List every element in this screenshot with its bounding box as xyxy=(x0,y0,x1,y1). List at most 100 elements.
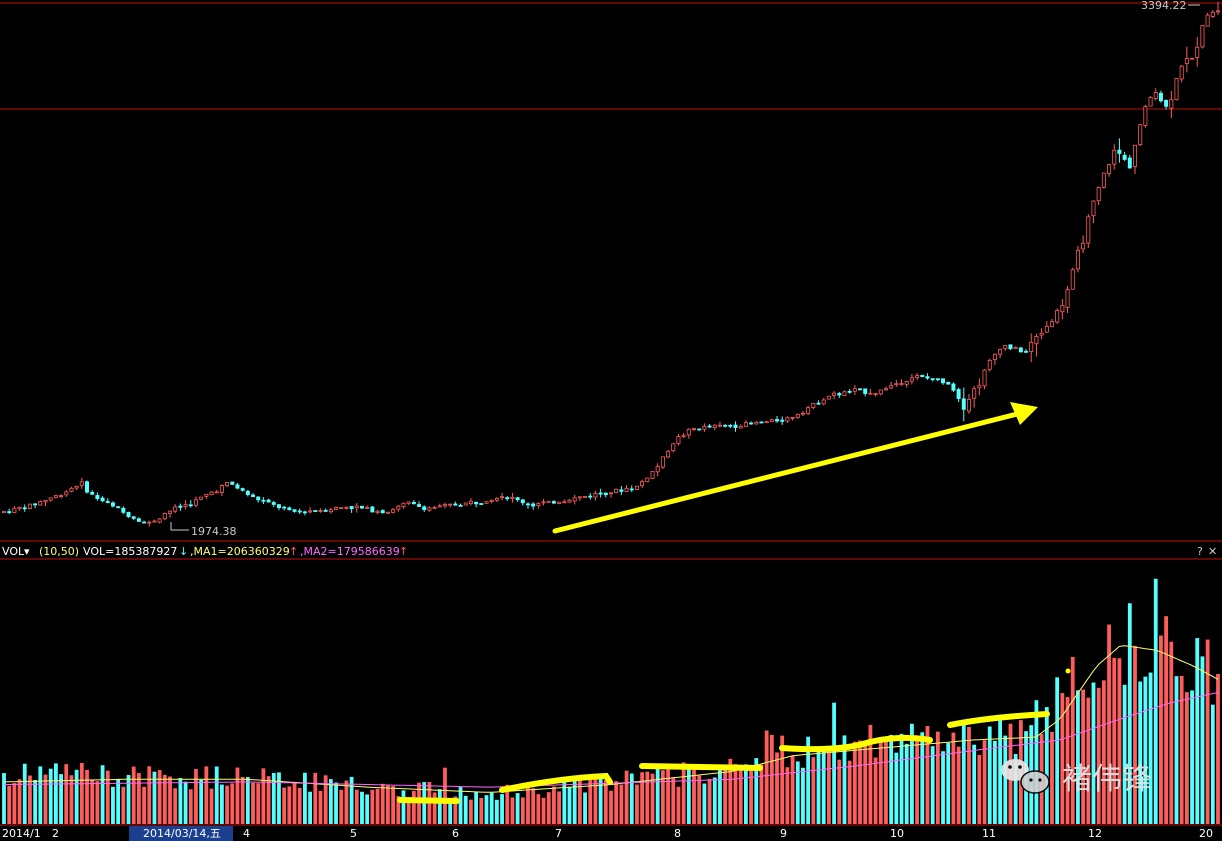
volume-bar xyxy=(1169,641,1174,824)
candle xyxy=(1070,269,1075,290)
volume-bar xyxy=(500,794,504,824)
candle xyxy=(878,389,883,395)
candle xyxy=(448,503,453,506)
volume-bar xyxy=(1003,735,1008,824)
candle xyxy=(334,507,339,511)
volume-bar xyxy=(515,793,520,824)
volume-bar xyxy=(531,788,536,824)
volume-bar xyxy=(1065,697,1070,824)
volume-bar xyxy=(1076,690,1080,824)
volume-bar xyxy=(951,732,956,824)
candle xyxy=(946,381,951,385)
volume-bar xyxy=(386,785,390,824)
volume-bar xyxy=(609,790,613,824)
volume-bar xyxy=(142,786,146,824)
volume-bar xyxy=(479,797,484,824)
volume-bar xyxy=(199,779,204,824)
x-tick-label: 8 xyxy=(674,827,681,840)
candle xyxy=(541,501,546,504)
candle xyxy=(998,348,1003,355)
volume-bars xyxy=(2,578,1220,824)
volume-bar xyxy=(562,782,567,824)
volume-bar xyxy=(453,796,458,824)
candle xyxy=(1065,289,1070,308)
candle xyxy=(349,506,354,510)
candle xyxy=(925,376,930,379)
volume-bar xyxy=(126,774,131,824)
candle xyxy=(904,381,909,385)
candle xyxy=(178,505,183,508)
volume-bar xyxy=(328,779,333,824)
volume-bar xyxy=(256,783,261,824)
volume-bar xyxy=(282,787,287,824)
volume-bar xyxy=(780,735,785,824)
candle xyxy=(79,481,84,486)
candle xyxy=(826,395,831,400)
candle xyxy=(764,421,769,424)
volume-bar xyxy=(821,749,826,824)
candle xyxy=(795,413,800,418)
candle xyxy=(90,491,95,495)
candle xyxy=(370,506,375,513)
volume-bar xyxy=(277,772,281,824)
candle xyxy=(645,477,650,483)
candle xyxy=(313,510,318,512)
help-icon[interactable]: ? xyxy=(1197,545,1203,558)
candle xyxy=(199,496,204,500)
volume-bar xyxy=(1184,692,1189,824)
volume-bar xyxy=(526,787,530,824)
candle xyxy=(712,424,717,429)
volume-bar xyxy=(173,788,178,824)
volume-bar xyxy=(59,774,63,824)
volume-bar xyxy=(692,766,696,824)
candle xyxy=(484,501,489,504)
volume-bar xyxy=(53,763,58,824)
candle xyxy=(302,511,307,514)
candle xyxy=(707,425,712,428)
volume-bar xyxy=(956,746,961,824)
candle xyxy=(297,510,302,513)
candle xyxy=(977,385,982,389)
volume-bar xyxy=(240,776,245,824)
volume-bar xyxy=(1081,689,1086,824)
candle xyxy=(1101,172,1106,188)
x-tick-label: 10 xyxy=(890,827,904,840)
volume-bar xyxy=(121,786,126,824)
dropdown-icon[interactable]: ▾ xyxy=(24,545,30,558)
volume-bar xyxy=(826,750,831,824)
volume-bar xyxy=(69,775,74,824)
volume-bar xyxy=(230,783,235,824)
volume-bar xyxy=(484,795,489,824)
candle xyxy=(27,503,32,509)
candle xyxy=(676,436,681,444)
candle xyxy=(577,496,582,499)
candle xyxy=(660,456,665,468)
candle xyxy=(780,419,785,422)
ma2-value: ,MA2=179586639 xyxy=(300,545,400,558)
vol-indicator-label[interactable]: VOL xyxy=(2,545,25,558)
volume-bar xyxy=(1034,700,1039,824)
candle xyxy=(339,507,344,509)
candle xyxy=(525,503,530,506)
volume-bar xyxy=(7,785,12,824)
candle xyxy=(702,425,707,430)
volume-bar xyxy=(718,767,722,824)
volume-bar xyxy=(349,776,354,824)
volume-bar xyxy=(982,740,987,824)
volume-bar xyxy=(1112,657,1117,824)
candle xyxy=(64,491,69,496)
candle xyxy=(852,388,857,392)
volume-bar xyxy=(645,771,650,824)
candle xyxy=(261,499,266,502)
volume-bar xyxy=(209,788,214,824)
x-tick-label: 7 xyxy=(555,827,562,840)
candle xyxy=(1132,144,1137,167)
candle xyxy=(588,495,593,498)
close-icon[interactable]: ✕ xyxy=(1208,545,1217,558)
candle xyxy=(474,501,479,505)
x-tick-label: 20 xyxy=(1199,827,1213,840)
volume-bar xyxy=(463,795,468,824)
volume-bar xyxy=(90,779,95,824)
candle xyxy=(551,501,556,504)
volume-bar xyxy=(292,782,297,824)
